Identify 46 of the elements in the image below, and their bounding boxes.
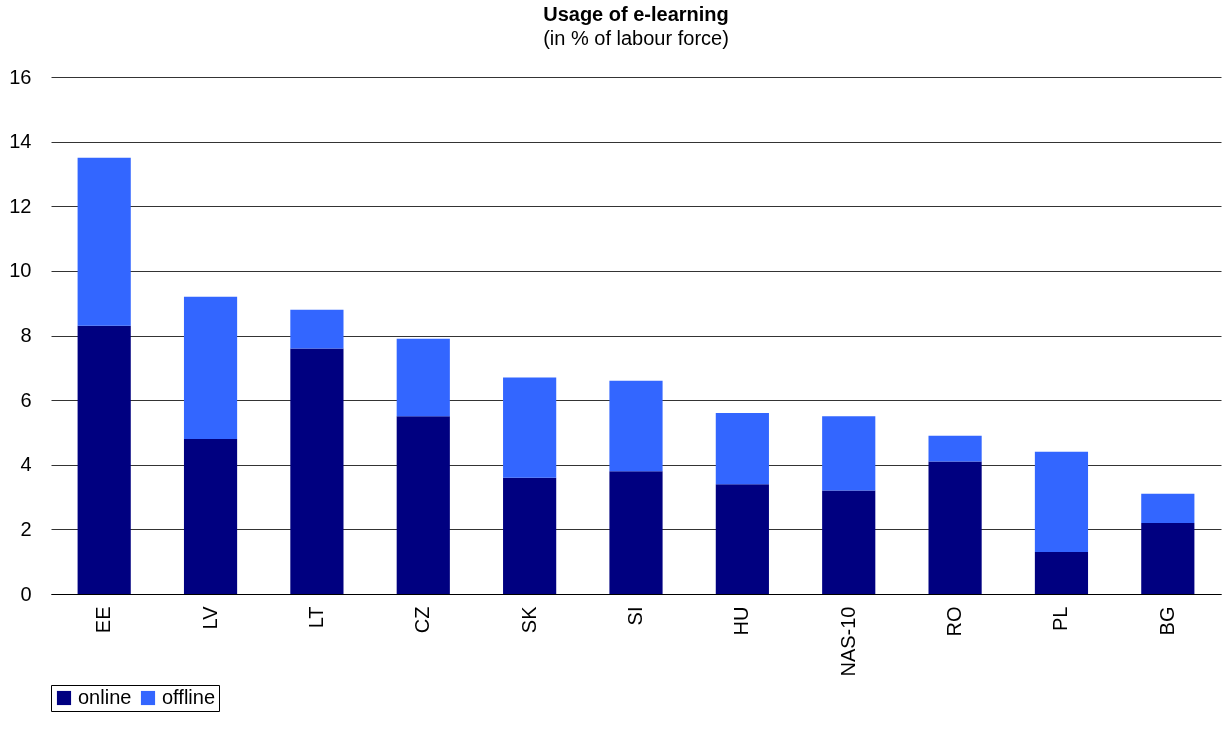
x-tick-label: CZ — [411, 606, 434, 634]
x-tick-label: LV — [198, 605, 221, 630]
bar — [715, 413, 769, 485]
x-tick-label: EE — [92, 606, 115, 634]
legend-label: online — [78, 686, 132, 708]
y-tick-label: 10 — [9, 259, 32, 282]
bar — [183, 296, 238, 439]
x-tick-label: NAS-10 — [836, 606, 859, 677]
y-tick-label: 16 — [9, 65, 32, 88]
y-tick-label: 6 — [20, 388, 32, 411]
x-tick-label: BG — [1155, 606, 1178, 636]
bar — [822, 416, 876, 491]
x-tick-label: LT — [304, 606, 327, 629]
bar — [715, 484, 769, 594]
chart-subtitle: (in % of labour force) — [543, 27, 729, 49]
bar — [183, 438, 238, 594]
y-tick-label: 0 — [20, 582, 32, 605]
legend-label: offline — [162, 686, 216, 708]
y-tick-label: 12 — [9, 194, 32, 217]
bar — [1034, 551, 1089, 594]
bar — [77, 157, 131, 326]
bar — [609, 471, 663, 594]
bar — [928, 461, 982, 594]
y-tick-label: 4 — [20, 453, 32, 476]
x-tick-label: PL — [1049, 606, 1072, 631]
bar — [77, 325, 131, 594]
bar — [396, 338, 450, 417]
bar — [290, 309, 344, 349]
y-tick-label: 14 — [9, 130, 32, 153]
chart-title: Usage of e-learning — [543, 3, 729, 25]
bar — [1141, 493, 1195, 523]
bar — [396, 416, 450, 594]
bar — [1141, 522, 1195, 594]
x-tick-label: RO — [943, 606, 966, 637]
bar — [609, 380, 663, 472]
bar — [503, 477, 557, 594]
x-tick-label: SI — [624, 606, 646, 626]
bar — [290, 348, 344, 594]
bar — [1034, 451, 1089, 552]
x-tick-label: HU — [730, 606, 753, 636]
y-tick-label: 8 — [20, 324, 32, 346]
y-tick-label: 2 — [20, 517, 32, 540]
bar — [928, 435, 982, 462]
bar — [822, 490, 876, 594]
bar — [503, 377, 557, 478]
x-tick-label: SK — [517, 605, 540, 634]
